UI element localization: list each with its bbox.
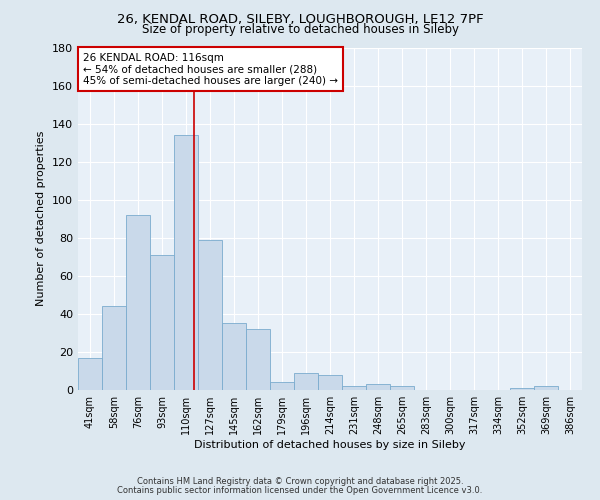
Text: 26 KENDAL ROAD: 116sqm
← 54% of detached houses are smaller (288)
45% of semi-de: 26 KENDAL ROAD: 116sqm ← 54% of detached…: [83, 52, 338, 86]
Bar: [126, 215, 150, 390]
Bar: [318, 375, 342, 390]
Bar: [294, 373, 318, 390]
Bar: [150, 255, 174, 390]
Bar: [174, 135, 198, 390]
Bar: [102, 306, 126, 390]
Text: 26, KENDAL ROAD, SILEBY, LOUGHBOROUGH, LE12 7PF: 26, KENDAL ROAD, SILEBY, LOUGHBOROUGH, L…: [116, 12, 484, 26]
Bar: [222, 324, 246, 390]
Bar: [390, 386, 414, 390]
Bar: [198, 240, 222, 390]
Text: Size of property relative to detached houses in Sileby: Size of property relative to detached ho…: [142, 22, 458, 36]
Bar: [270, 382, 294, 390]
Bar: [342, 386, 366, 390]
Bar: [534, 386, 558, 390]
Bar: [366, 384, 390, 390]
Text: Contains HM Land Registry data © Crown copyright and database right 2025.: Contains HM Land Registry data © Crown c…: [137, 477, 463, 486]
Bar: [510, 388, 534, 390]
Y-axis label: Number of detached properties: Number of detached properties: [37, 131, 46, 306]
Text: Contains public sector information licensed under the Open Government Licence v3: Contains public sector information licen…: [118, 486, 482, 495]
X-axis label: Distribution of detached houses by size in Sileby: Distribution of detached houses by size …: [194, 440, 466, 450]
Bar: [78, 358, 102, 390]
Bar: [246, 329, 270, 390]
